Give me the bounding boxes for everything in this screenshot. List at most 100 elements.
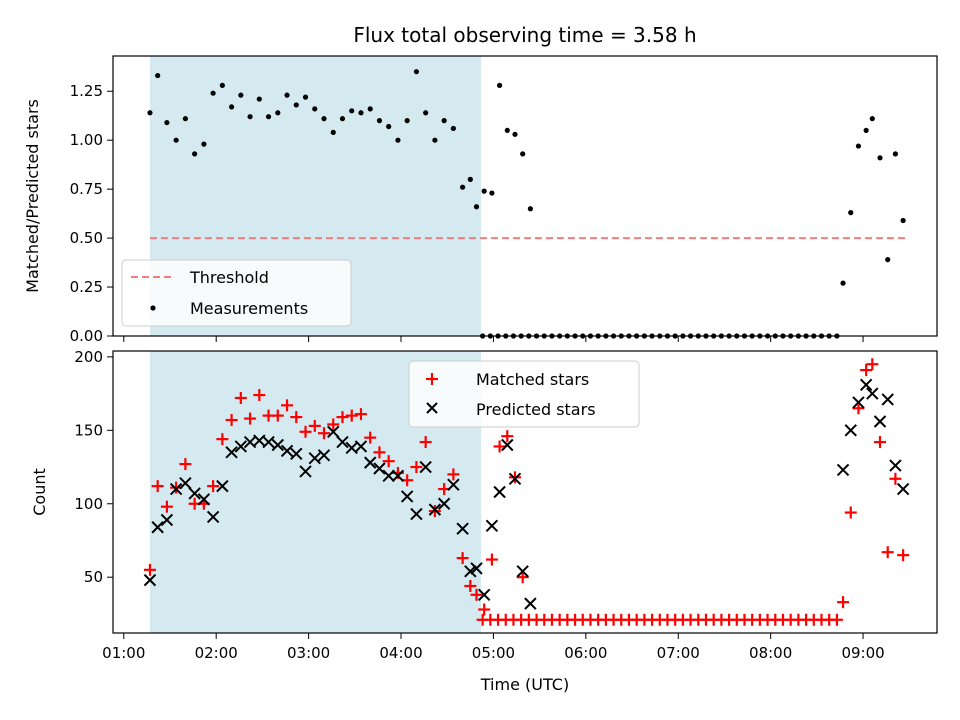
count-legend: Matched stars Predicted stars [408,360,640,428]
predicted-star-marker [470,562,483,575]
matched-star-marker [179,458,192,471]
ratio-panel: 0.00 0.25 0.50 0.75 1.00 1.25 Flux total obse… [23,23,938,345]
matched-star-marker [281,399,294,412]
measurement-point [512,131,518,137]
count-x-tick-label: 03:00 [287,644,330,662]
count-y-axis-label: Count [30,468,49,516]
predicted-marker-stroke-b [179,476,192,490]
matched-star-marker [493,440,506,453]
predicted-marker-stroke-b [188,487,201,500]
predicted-star-marker [428,503,442,516]
ratio-y-tick-label: 1.00 [70,131,103,149]
predicted-star-marker [485,519,499,532]
measurement-point [312,106,318,112]
predicted-marker-stroke-b [501,438,514,452]
predicted-marker-stroke-b [317,449,331,462]
predicted-star-marker [206,510,220,524]
predicted-marker-stroke-b [866,387,879,400]
matched-star-marker [382,455,395,468]
measurement-point [467,176,473,182]
predicted-marker-stroke-b [477,588,491,602]
matched-legend-label: Matched stars [476,370,589,389]
predicted-star-marker [400,490,414,503]
threshold-legend-label: Threshold [189,268,269,287]
measurement-point [450,125,456,132]
matched-star-marker [216,433,229,446]
matched-star-marker [478,603,491,616]
matched-star-marker [874,436,887,449]
predicted-marker-stroke-b [345,441,358,455]
measurement-point [473,204,480,210]
predicted-marker-stroke-b [859,378,873,391]
count-y-tick-label: 50 [84,568,103,586]
predicted-marker-stroke-b [336,435,349,449]
predicted-star-marker [160,513,174,527]
predicted-star-marker [271,438,285,452]
predicted-marker-stroke-b [308,452,321,465]
matched-star-marker [225,414,238,427]
predicted-star-marker [456,522,469,535]
measurement-point [504,127,510,134]
predicted-marker-stroke-b [400,490,414,503]
predicted-star-marker [216,479,229,493]
ratio-y-axis-label: Matched/Predicted stars [23,99,42,293]
ratio-y-tick-label: 1.25 [70,82,103,100]
predicted-star-marker [516,565,529,578]
predicted-star-marker [464,565,477,578]
matched-star-marker [271,409,284,422]
measurement-point [848,210,854,216]
predicted-marker-stroke-b [464,565,477,578]
measurements-legend-swatch [150,305,156,311]
matched-star-marker [410,461,423,474]
predicted-star-marker [852,396,865,409]
measurement-point [404,118,410,124]
measurement-point [892,151,899,157]
measurement-point [520,151,526,157]
predicted-marker-stroke-b [169,482,183,496]
count-x-tick-label: 01:00 [102,644,145,662]
count-y-tick-label: 100 [74,495,103,513]
count-plot-frame [112,350,938,634]
matched-star-marker [160,500,173,513]
matched-star-marker [244,412,257,425]
matched-star-marker [866,358,879,371]
matched-star-marker [889,472,902,485]
matched-star-marker [852,402,865,415]
predicted-marker-stroke-b [844,424,857,437]
measurement-point [173,137,179,143]
predicted-marker-stroke-b [225,446,238,459]
predicted-marker-stroke-b [271,438,285,452]
ratio-x-ticks [123,336,864,342]
predicted-marker-stroke-b [373,462,386,475]
predicted-star-markers [143,378,910,610]
predicted-marker-stroke-b [428,503,442,516]
measurement-point [432,137,438,143]
measurement-point [527,206,533,212]
predicted-marker-stroke-b [382,469,395,483]
predicted-marker-stroke-b [391,469,405,483]
measurement-point [256,96,262,102]
measurement-point [413,69,420,75]
matched-star-marker [234,392,247,404]
measurement-point [164,119,170,126]
measurement-point [840,280,846,286]
predicted-marker-stroke-b [143,573,157,587]
matched-star-marker [299,425,312,438]
measurement-point [247,114,253,120]
predicted-marker-stroke-b [364,456,377,469]
measurement-point [855,143,862,149]
measurement-point [441,118,447,124]
predicted-star-marker [447,478,460,491]
predicted-marker-stroke-b [524,597,537,610]
matched-star-marker [881,546,894,559]
predicted-star-marker [419,460,432,474]
measurement-point [238,92,244,98]
predicted-marker-stroke-b [852,396,865,409]
predicted-marker-stroke-b [470,562,483,575]
predicted-star-marker [501,438,514,452]
matched-star-marker [837,596,850,609]
matched-legend-swatch [426,373,438,385]
matched-star-marker [447,468,460,481]
ratio-y-tick-label: 0.25 [70,278,103,296]
count-legend-box [408,360,640,428]
